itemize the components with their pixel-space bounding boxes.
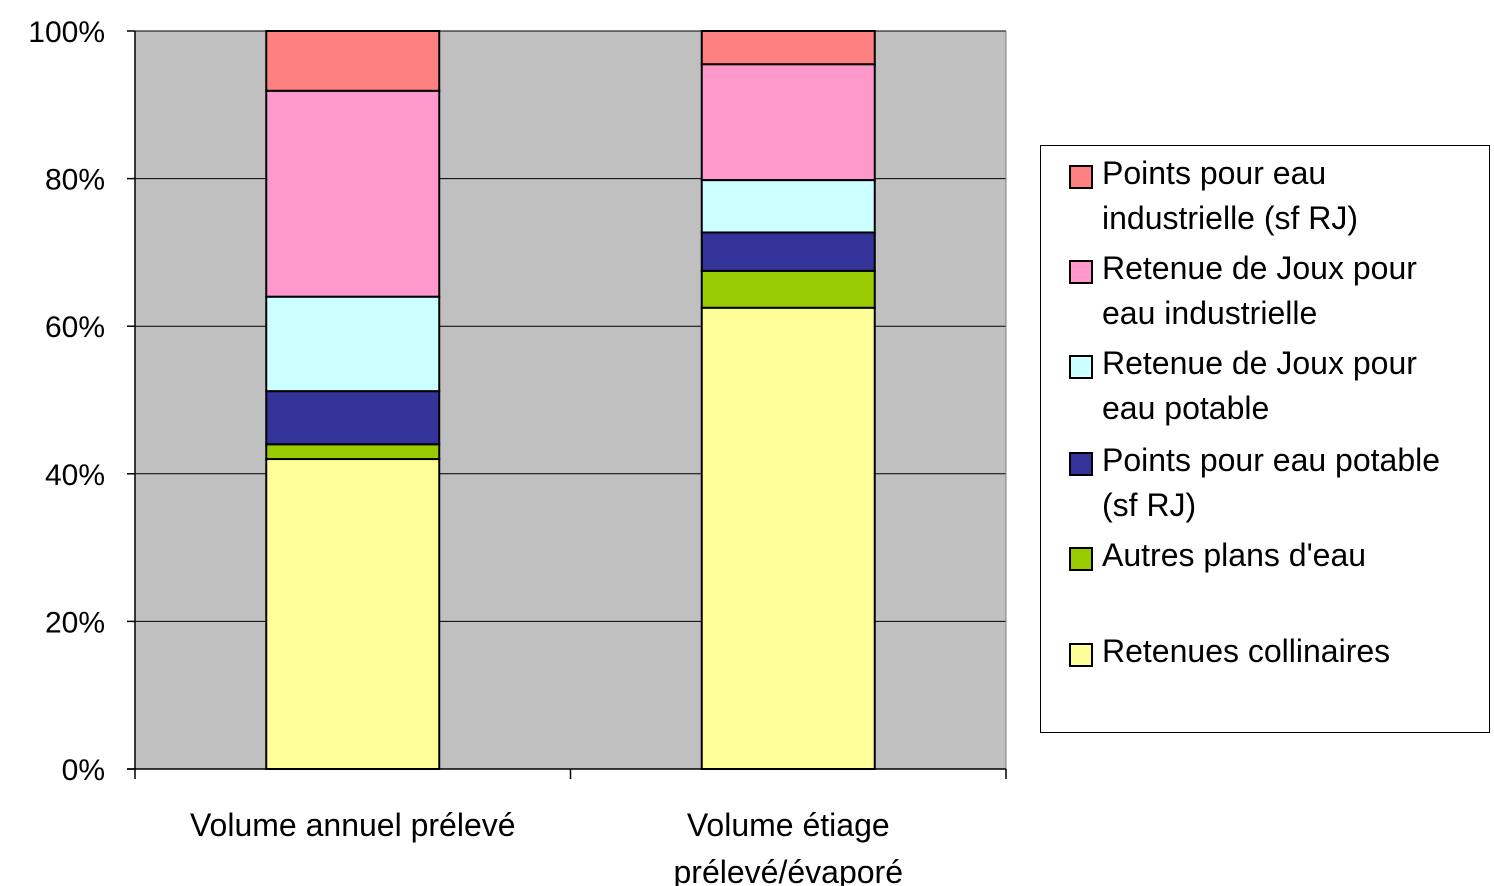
legend-label-1-line-0: Retenue de Joux pour xyxy=(1102,250,1417,286)
legend-item-0: Points pour eau industrielle (sf RJ) xyxy=(1069,151,1484,241)
bar-segment-0-3 xyxy=(265,295,441,393)
bar-segment-1-3 xyxy=(700,179,876,234)
bar-segment-1-4 xyxy=(700,63,876,182)
x-category-labels: Volume annuel prélevé Volume étiage prélev… xyxy=(190,807,903,886)
y-tick-label-4: 80% xyxy=(45,164,105,197)
legend-swatch-4 xyxy=(1069,547,1093,571)
legend-swatch-0 xyxy=(1069,165,1093,189)
bar-segment-1-2 xyxy=(700,231,876,272)
legend-label-5-line-0: Retenues collinaires xyxy=(1102,633,1391,669)
axes xyxy=(127,30,1007,779)
legend-label-1-line-1: eau industrielle xyxy=(1102,295,1318,331)
y-tick-label-1: 20% xyxy=(45,606,105,639)
legend-swatch-2 xyxy=(1069,355,1093,379)
legend-item-3: Points pour eau potable (sf RJ) xyxy=(1069,438,1484,528)
bar-segment-1-5 xyxy=(700,30,876,66)
legend-label-3-line-0: Points pour eau potable xyxy=(1102,442,1441,478)
bar-segment-0-5 xyxy=(265,30,441,92)
bar-segment-0-2 xyxy=(265,390,441,446)
y-tick-label-3: 60% xyxy=(45,311,105,344)
legend-label-4-line-0: Autres plans d'eau xyxy=(1102,537,1367,573)
legend-label-0-line-0: Points pour eau xyxy=(1102,155,1327,191)
bars xyxy=(265,30,876,770)
bar-segment-0-4 xyxy=(265,89,441,298)
legend-swatch-1 xyxy=(1069,260,1093,284)
y-tick-label-5: 100% xyxy=(28,16,105,49)
legend-item-5: Retenues collinaires xyxy=(1069,629,1484,674)
legend-swatch-5 xyxy=(1069,643,1093,667)
legend-item-4: Autres plans d'eau xyxy=(1069,533,1484,578)
bar-segment-1-1 xyxy=(700,269,876,309)
legend-label-2-line-0: Retenue de Joux pour xyxy=(1102,345,1417,381)
legend-label-0-line-1: industrielle (sf RJ) xyxy=(1102,200,1359,236)
y-tick-labels: 0% 20% 40% 60% 80% 100% xyxy=(28,16,105,787)
legend-item-2: Retenue de Joux pour eau potable xyxy=(1069,341,1484,431)
bar-segment-0-0 xyxy=(265,458,441,770)
bar-segment-1-0 xyxy=(700,306,876,770)
y-tick-label-0: 0% xyxy=(62,754,105,787)
legend: Points pour eau industrielle (sf RJ) Ret… xyxy=(1040,145,1490,733)
legend-swatch-3 xyxy=(1069,452,1093,476)
legend-item-1: Retenue de Joux pour eau industrielle xyxy=(1069,246,1484,336)
x-category-label-1-0: Volume étiage xyxy=(687,807,890,843)
x-category-label-1-1: prélevé/évaporé xyxy=(674,854,903,886)
legend-label-3-line-1: (sf RJ) xyxy=(1102,487,1197,523)
y-tick-label-2: 40% xyxy=(45,459,105,492)
legend-label-2-line-1: eau potable xyxy=(1102,390,1270,426)
bar-segment-0-1 xyxy=(265,443,441,461)
x-category-label-0-0: Volume annuel prélevé xyxy=(190,807,516,843)
